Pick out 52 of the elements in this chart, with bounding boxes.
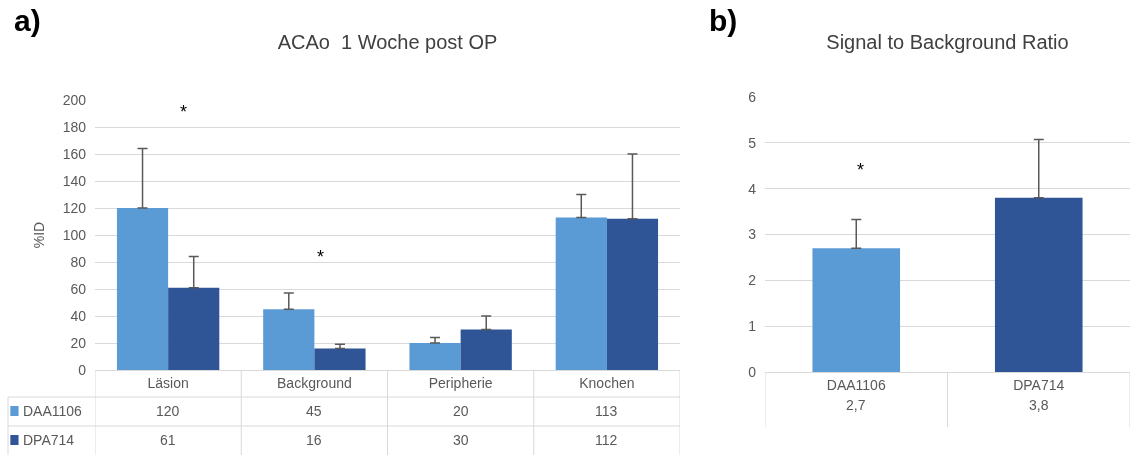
y-tick-label: 3 — [748, 226, 757, 243]
chart-title: Signal to Background Ratio — [826, 31, 1069, 53]
data-label: 120 — [156, 403, 180, 419]
bar — [168, 287, 220, 370]
x-tick-label: Background — [277, 374, 352, 391]
y-tick-label: 200 — [62, 91, 87, 108]
y-tick-label: 0 — [748, 363, 757, 380]
y-tick-label: 2 — [748, 272, 757, 289]
bar — [555, 217, 607, 370]
chart-title: ACAo 1 Woche post OP — [277, 31, 498, 53]
data-label: 2,7 — [846, 397, 866, 413]
legend-label: DPA714 — [23, 432, 75, 448]
x-tick-label: Läsion — [147, 374, 189, 391]
y-tick-label: 0 — [78, 361, 87, 378]
bar — [409, 343, 461, 370]
legend-label: DAA1106 — [23, 403, 83, 419]
y-tick-label: 60 — [70, 280, 87, 297]
bar — [460, 329, 512, 370]
y-tick-label: 1 — [748, 318, 757, 335]
data-label: 113 — [595, 403, 618, 419]
x-tick-label: Knochen — [579, 374, 635, 391]
y-tick-label: 6 — [748, 88, 757, 105]
y-tick-label: 100 — [62, 226, 87, 243]
y-tick-label: 180 — [62, 118, 87, 135]
annotation: * — [317, 247, 325, 267]
data-label: 3,8 — [1029, 397, 1049, 413]
bar — [314, 348, 366, 370]
annotation: * — [180, 102, 188, 122]
data-label: 30 — [453, 432, 469, 448]
y-tick-label: 160 — [62, 145, 87, 162]
x-tick-label: DAA1106 — [826, 376, 886, 393]
annotation: * — [857, 160, 865, 180]
text: a) — [14, 4, 41, 37]
y-tick-label: 5 — [748, 134, 757, 151]
data-label: 20 — [453, 403, 469, 419]
y-tick-label: 120 — [62, 199, 87, 216]
text: b) — [709, 4, 738, 37]
data-label: 16 — [306, 432, 322, 448]
y-tick-label: 80 — [70, 253, 87, 270]
data-label: 112 — [595, 432, 618, 448]
bar — [263, 309, 315, 370]
x-tick-label: Peripherie — [428, 374, 493, 391]
data-label: 45 — [306, 403, 322, 419]
y-tick-label: 4 — [748, 180, 757, 197]
y-axis-title: %ID — [31, 221, 48, 249]
bar — [606, 218, 659, 370]
x-tick-label: DPA714 — [1013, 376, 1065, 393]
y-tick-label: 20 — [70, 334, 87, 351]
y-tick-label: 40 — [70, 307, 87, 324]
data-label: 61 — [160, 432, 176, 448]
bar — [116, 208, 169, 370]
y-tick-label: 140 — [62, 172, 87, 189]
